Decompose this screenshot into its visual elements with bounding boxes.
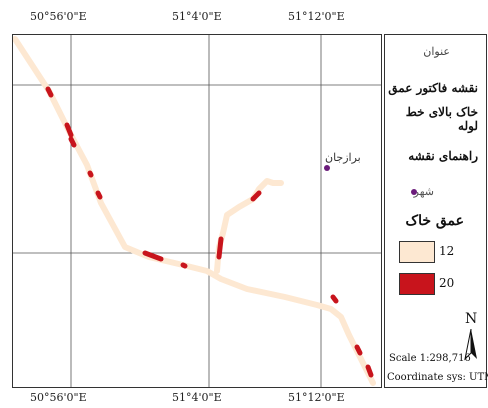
legend-swatch-20: [399, 273, 435, 295]
map-canvas[interactable]: [13, 35, 381, 387]
legend-map-title-line1: نقشه فاکتور عمق: [388, 81, 478, 95]
legend-swatch-12: [399, 241, 435, 263]
depth-20-seg-5: [95, 190, 103, 200]
legend-city-item: شهر: [413, 185, 434, 198]
pipeline-main-route: [13, 36, 376, 386]
north-arrow-icon: [464, 329, 477, 361]
depth-20-seg-9: [250, 190, 262, 202]
scale-text: Scale 1:298,716: [389, 353, 471, 364]
legend-panel: عنوان نقشه فاکتور عمق خاک بالای خط لوله …: [384, 34, 488, 388]
legend-map-title-line2: خاک بالای خط لوله: [405, 105, 478, 133]
pipeline-segments-20: [45, 86, 374, 378]
city-symbol-borazjan: [324, 165, 330, 171]
legend-depth-heading: عمق خاک: [405, 213, 464, 229]
graticule: [13, 35, 381, 387]
depth-20-seg-12: [365, 364, 374, 378]
depth-20-seg-10: [330, 294, 339, 304]
lon-label-bottom-2: 51°4'0"E: [172, 391, 222, 404]
depth-20-seg-6: [142, 250, 164, 262]
city-legend-icon: [411, 189, 417, 195]
legend-guide-heading: راهنمای نقشه: [408, 149, 478, 163]
pipeline-branch-route: [214, 178, 284, 274]
legend-label-12: 12: [439, 244, 455, 258]
north-letter: N: [465, 311, 478, 327]
pipeline-segments-12: [13, 36, 376, 386]
depth-20-seg-3: [68, 136, 77, 148]
depth-20-seg-7: [180, 262, 188, 269]
city-label-borazjan: برازجان: [325, 151, 361, 164]
legend-label-20: 20: [439, 276, 455, 290]
lon-label-top-3: 51°12'0"E: [288, 10, 345, 23]
lon-label-bottom-3: 51°12'0"E: [288, 391, 345, 404]
depth-20-seg-4: [87, 170, 94, 178]
map-frame[interactable]: برازجان: [12, 34, 382, 388]
lon-label-bottom-1: 50°56'0"E: [30, 391, 87, 404]
depth-20-seg-11: [354, 344, 363, 356]
legend-title-label: عنوان: [423, 45, 450, 58]
depth-20-seg-8: [216, 236, 224, 260]
north-arrow: N: [461, 311, 481, 361]
coordinate-system-text: Coordinate sys: UTM: [387, 372, 488, 383]
depth-20-seg-1: [45, 86, 54, 98]
lon-label-top-1: 50°56'0"E: [30, 10, 87, 23]
depth-20-seg-2: [64, 122, 74, 138]
lon-label-top-2: 51°4'0"E: [172, 10, 222, 23]
